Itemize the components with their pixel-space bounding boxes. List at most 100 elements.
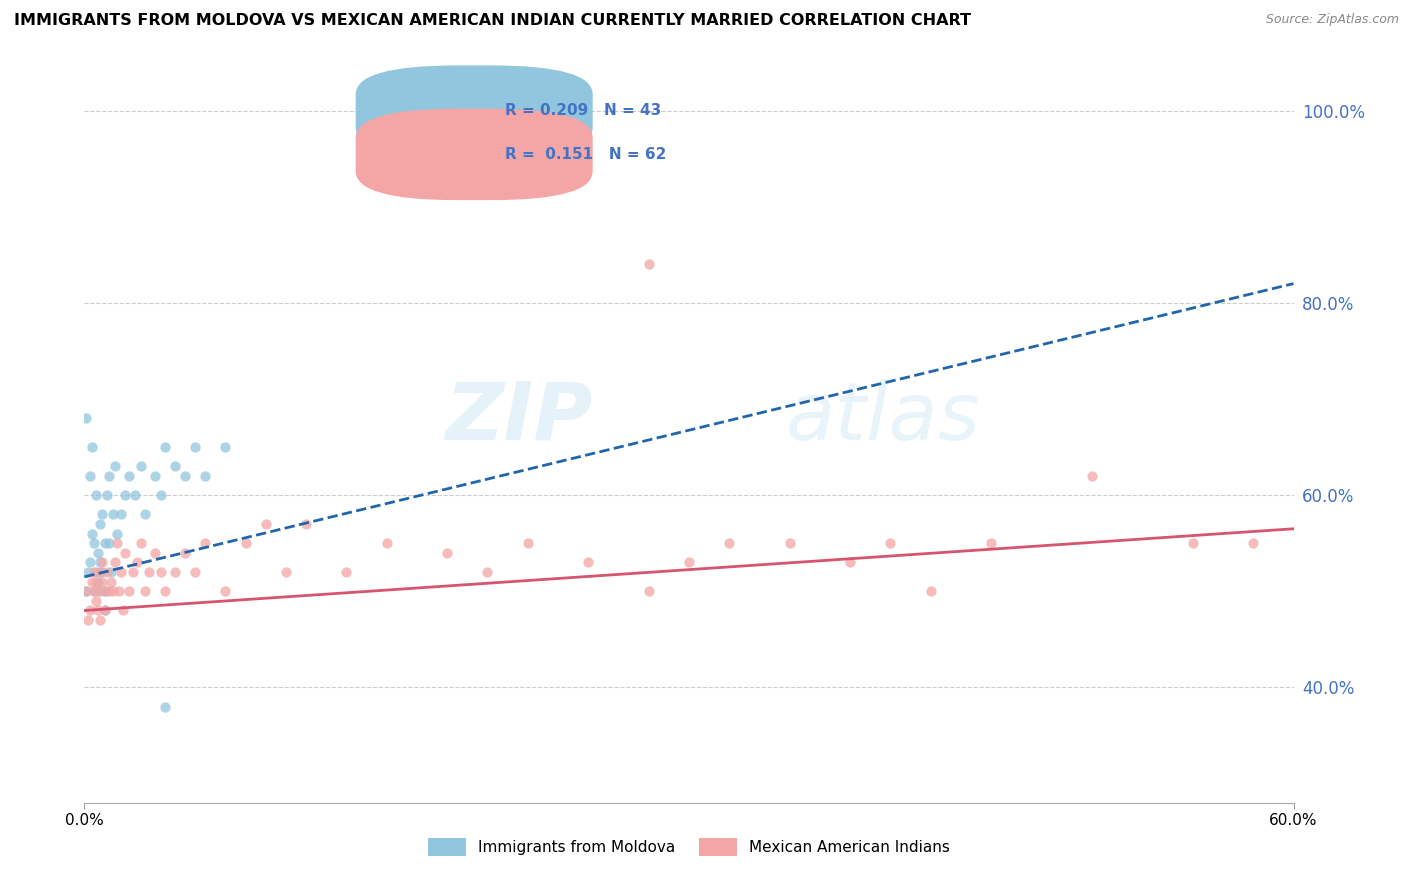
Point	[153, 440, 176, 454]
Point	[114, 488, 136, 502]
Point	[89, 613, 111, 627]
Point	[107, 584, 129, 599]
Point	[980, 536, 1002, 550]
Point	[79, 556, 101, 570]
Point	[82, 526, 104, 541]
Point	[165, 565, 187, 579]
Point	[165, 459, 187, 474]
Point	[91, 556, 114, 570]
Point	[97, 584, 120, 599]
Point	[138, 565, 160, 579]
Point	[91, 565, 114, 579]
Point	[105, 526, 128, 541]
Point	[96, 488, 118, 502]
Point	[93, 603, 115, 617]
Point	[118, 584, 141, 599]
Point	[879, 536, 901, 550]
Point	[274, 565, 297, 579]
Point	[134, 584, 156, 599]
Point	[149, 565, 172, 579]
Point	[436, 546, 458, 560]
Point	[104, 556, 127, 570]
Point	[77, 565, 100, 579]
Point	[93, 584, 115, 599]
Point	[75, 584, 97, 599]
Point	[89, 516, 111, 531]
Point	[254, 516, 277, 531]
Point	[125, 556, 148, 570]
Point	[295, 516, 318, 531]
Point	[87, 546, 110, 560]
Point	[86, 574, 108, 589]
Point	[153, 584, 176, 599]
Point	[93, 536, 115, 550]
Point	[87, 574, 110, 589]
Point	[477, 565, 499, 579]
Point	[235, 536, 257, 550]
Text: IMMIGRANTS FROM MOLDOVA VS MEXICAN AMERICAN INDIAN CURRENTLY MARRIED CORRELATION: IMMIGRANTS FROM MOLDOVA VS MEXICAN AMERI…	[14, 13, 972, 29]
Point	[110, 508, 132, 522]
Point	[97, 469, 120, 483]
Point	[100, 565, 122, 579]
Point	[105, 536, 128, 550]
Point	[97, 536, 120, 550]
Point	[86, 565, 108, 579]
Point	[89, 565, 111, 579]
Point	[79, 469, 101, 483]
Point	[129, 459, 152, 474]
Point	[637, 584, 659, 599]
Point	[174, 469, 197, 483]
Point	[678, 556, 700, 570]
Point	[718, 536, 741, 550]
Point	[576, 556, 599, 570]
Point	[87, 603, 110, 617]
Point	[118, 469, 141, 483]
Point	[114, 546, 136, 560]
Point	[83, 536, 105, 550]
Point	[194, 536, 217, 550]
Point	[149, 488, 172, 502]
Point	[124, 488, 146, 502]
Point	[214, 440, 236, 454]
Point	[516, 536, 538, 550]
Text: Source: ZipAtlas.com: Source: ZipAtlas.com	[1265, 13, 1399, 27]
Point	[375, 536, 398, 550]
Point	[89, 584, 111, 599]
Point	[134, 508, 156, 522]
Point	[104, 459, 127, 474]
Point	[194, 469, 217, 483]
Point	[184, 440, 207, 454]
Point	[101, 508, 124, 522]
Point	[839, 556, 862, 570]
Point	[83, 584, 105, 599]
Point	[779, 536, 801, 550]
Point	[1181, 536, 1204, 550]
Point	[93, 603, 115, 617]
Point	[184, 565, 207, 579]
Point	[121, 565, 143, 579]
Point	[101, 584, 124, 599]
Point	[93, 584, 115, 599]
Point	[1241, 536, 1264, 550]
Point	[86, 488, 108, 502]
Point	[75, 584, 97, 599]
Point	[75, 411, 97, 425]
Point	[174, 546, 197, 560]
Point	[82, 440, 104, 454]
Point	[87, 584, 110, 599]
Point	[214, 584, 236, 599]
Point	[143, 469, 166, 483]
Legend: Immigrants from Moldova, Mexican American Indians: Immigrants from Moldova, Mexican America…	[422, 832, 956, 862]
Point	[111, 603, 134, 617]
Point	[153, 699, 176, 714]
Point	[91, 508, 114, 522]
Point	[100, 574, 122, 589]
Point	[920, 584, 942, 599]
Text: ZIP: ZIP	[444, 379, 592, 457]
Point	[91, 574, 114, 589]
Text: atlas: atlas	[786, 379, 980, 457]
Point	[83, 565, 105, 579]
Point	[82, 574, 104, 589]
Point	[129, 536, 152, 550]
Point	[1081, 469, 1104, 483]
